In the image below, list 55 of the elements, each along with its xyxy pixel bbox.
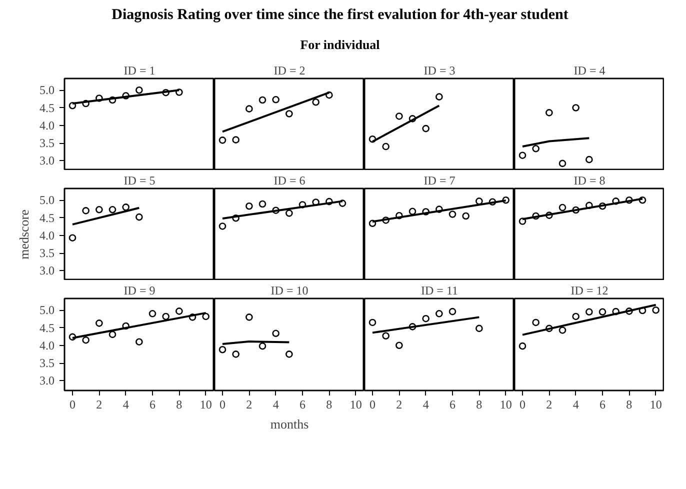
x-tick-label: 6 — [600, 397, 606, 412]
chart-title: ID = 1 — [124, 63, 156, 78]
chart-title: ID = 11 — [421, 283, 458, 298]
x-tick-label: 2 — [246, 397, 252, 412]
text: For individual — [300, 36, 380, 54]
chart-title: ID = 2 — [274, 63, 306, 78]
y-tick-label: 4.5 — [40, 320, 54, 335]
y-tick-label: 4.0 — [40, 338, 54, 352]
y-tick-label: 3.5 — [40, 356, 54, 370]
chart-title: ID = 4 — [574, 63, 606, 78]
x-tick-label: 2 — [96, 397, 102, 412]
y-tick-label: 5.0 — [40, 193, 54, 208]
x-tick-label: 2 — [546, 397, 552, 412]
x-tick-label: 8 — [326, 397, 332, 412]
x-tick-label: 4 — [422, 397, 429, 412]
x-tick-label: 10 — [650, 397, 662, 412]
y-tick-label: 5.0 — [40, 303, 54, 318]
chart-title: ID = 5 — [124, 173, 156, 188]
y-tick-label: 3.0 — [40, 374, 54, 388]
chart-title: ID = 9 — [124, 283, 156, 298]
x-tick-label: 6 — [450, 397, 456, 412]
y-tick-label: 4.5 — [40, 210, 54, 225]
chart-title: ID = 3 — [424, 63, 456, 78]
y-axis-title: medscore — [16, 209, 32, 260]
y-tick-label: 5.0 — [40, 83, 54, 98]
chart-title: ID = 7 — [424, 173, 456, 188]
x-tick-label: 10 — [500, 397, 512, 412]
text: Diagnosis Rating over time since the first evalution for 4th-year student — [112, 6, 568, 25]
x-tick-label: 0 — [70, 397, 76, 412]
x-tick-label: 0 — [220, 397, 226, 412]
x-tick-label: 10 — [350, 397, 362, 412]
y-tick-label: 3.5 — [40, 136, 54, 150]
y-tick-label: 4.0 — [40, 228, 54, 242]
chart-title: ID = 10 — [270, 283, 308, 298]
y-tick-label: 4.5 — [40, 100, 54, 115]
x-tick-label: 6 — [150, 397, 156, 412]
chart-title: ID = 12 — [570, 283, 608, 298]
x-tick-label: 8 — [476, 397, 482, 412]
x-tick-label: 6 — [300, 397, 306, 412]
x-tick-label: 10 — [200, 397, 212, 412]
x-tick-label: 4 — [122, 397, 129, 412]
x-tick-label: 2 — [396, 397, 402, 412]
x-tick-label: 4 — [272, 397, 279, 412]
y-tick-label: 4.0 — [40, 118, 54, 132]
chart-title: ID = 8 — [574, 173, 606, 188]
chart-title: ID = 6 — [274, 173, 306, 188]
x-tick-label: 4 — [572, 397, 579, 412]
x-tick-label: 8 — [626, 397, 632, 412]
x-axis-title: months — [270, 416, 309, 432]
x-tick-label: 8 — [176, 397, 182, 412]
y-tick-label: 3.0 — [40, 264, 54, 278]
x-tick-label: 0 — [520, 397, 526, 412]
y-tick-label: 3.5 — [40, 246, 54, 260]
y-tick-label: 3.0 — [40, 154, 54, 168]
x-tick-label: 0 — [370, 397, 376, 412]
